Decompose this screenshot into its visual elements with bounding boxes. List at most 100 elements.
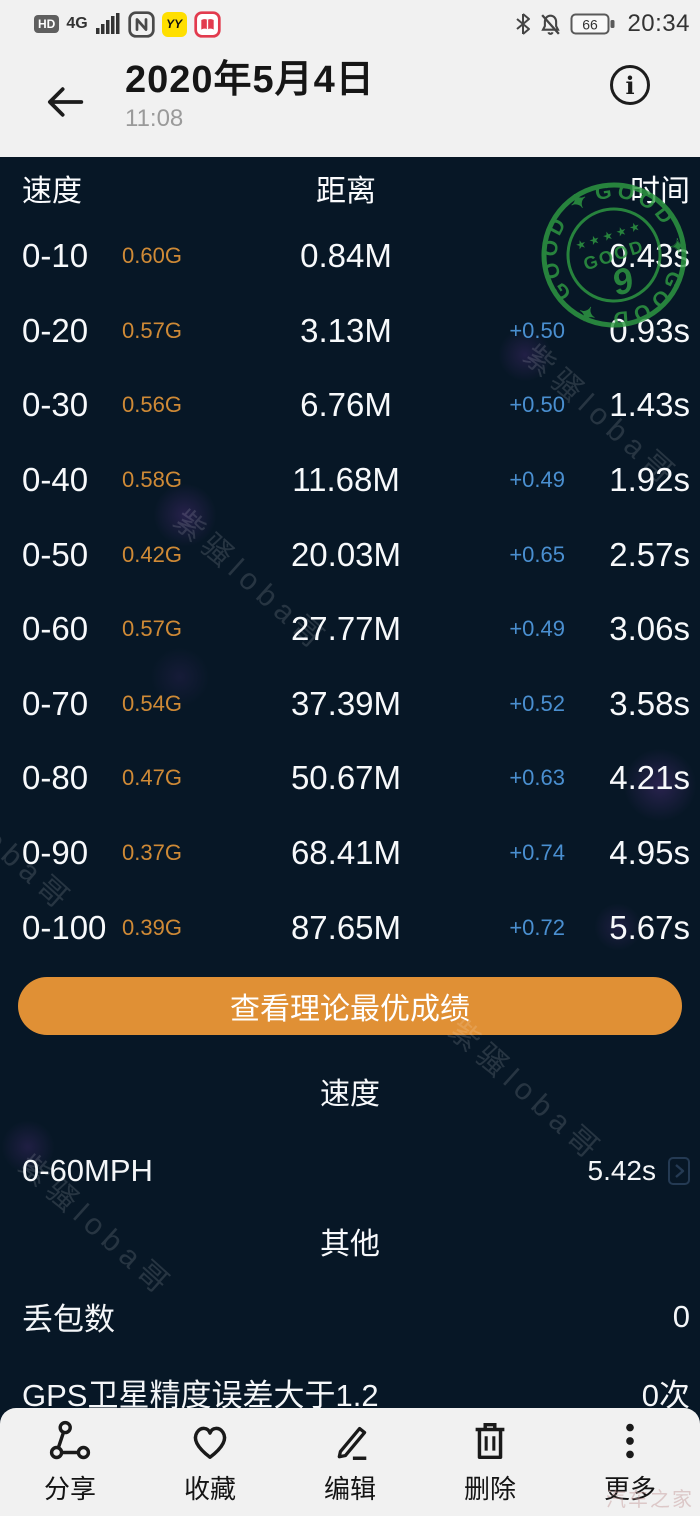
time-cell: 2.57s <box>609 535 690 573</box>
distance-cell: 50.67M <box>290 759 402 797</box>
g-force-cell: 0.39G <box>122 914 182 940</box>
g-force-cell: 0.47G <box>122 765 182 791</box>
speed-range-cell: 0-100 <box>22 908 107 946</box>
column-header-time: 时间 <box>630 175 690 208</box>
g-force-cell: 0.56G <box>122 392 182 418</box>
table-row: 0-90 0.37G 68.41M +0.74 4.95s <box>0 816 700 891</box>
speed-row-0-60mph[interactable]: 0-60MPH 5.42s <box>0 1147 700 1195</box>
distance-cell: 37.39M <box>290 684 402 722</box>
distance-cell: 0.84M <box>300 237 392 275</box>
signal-bars-icon <box>95 13 120 34</box>
g-force-cell: 0.58G <box>122 467 182 493</box>
mute-bell-icon <box>541 13 561 35</box>
time-cell: 5.67s <box>609 908 690 946</box>
table-row: 0-40 0.58G 11.68M +0.49 1.92s <box>0 443 700 518</box>
share-label: 分享 <box>43 1474 96 1504</box>
time-cell: 0.93s <box>609 311 690 349</box>
time-cell: 4.21s <box>609 759 690 797</box>
time-cell: 3.06s <box>609 610 690 648</box>
other-section-title: 其他 <box>320 1227 380 1261</box>
table-row: 0-60 0.57G 27.77M +0.49 3.06s <box>0 592 700 667</box>
results-panel: GOOD ✦ GOOD ✦ GOOD ✦ ★ ★ ★ ★ ★ GOOD 9 紫骚… <box>0 157 700 1408</box>
speed-section-title: 速度 <box>320 1077 380 1111</box>
header: 2020年5月4日 11:08 i <box>0 48 700 157</box>
delta-cell: +0.49 <box>509 467 565 493</box>
view-theoretical-best-button[interactable]: 查看理论最优成绩 <box>18 976 682 1035</box>
delete-button[interactable]: 删除 <box>420 1408 560 1516</box>
speed-range-cell: 0-90 <box>22 834 89 872</box>
yy-app-icon: YY <box>161 11 187 37</box>
trash-icon <box>475 1422 505 1460</box>
g-force-cell: 0.60G <box>122 243 182 269</box>
time-cell: 1.43s <box>609 386 690 424</box>
g-force-cell: 0.42G <box>122 541 182 567</box>
speed-range-cell: 0-80 <box>22 759 89 797</box>
speed-row-label: 0-60MPH <box>22 1152 153 1188</box>
delta-cell: +0.50 <box>509 392 565 418</box>
nfc-icon <box>128 10 155 38</box>
network-4g-label: 4G <box>66 15 88 32</box>
battery-icon: 66 <box>570 13 615 35</box>
distance-cell: 27.77M <box>290 610 402 648</box>
share-button[interactable]: 分享 <box>0 1408 140 1516</box>
table-row: 0-30 0.56G 6.76M +0.50 1.43s <box>0 368 700 443</box>
heart-icon <box>193 1426 227 1460</box>
distance-cell: 68.41M <box>290 834 402 872</box>
time-cell: 4.95s <box>609 834 690 872</box>
chevron-right-icon[interactable] <box>668 1156 690 1185</box>
delta-cell: +0.65 <box>509 541 565 567</box>
table-row: 0-100 0.39G 87.65M +0.72 5.67s <box>0 890 700 965</box>
more-button[interactable]: 更多 <box>560 1408 700 1516</box>
more-icon <box>626 1423 634 1459</box>
other-row-label: 丢包数 <box>22 1302 115 1338</box>
info-button[interactable]: i <box>610 65 650 105</box>
speed-range-cell: 0-70 <box>22 684 89 722</box>
delta-cell: +0.50 <box>509 317 565 343</box>
book-app-icon <box>194 10 221 38</box>
g-force-cell: 0.57G <box>122 317 182 343</box>
delta-cell: +0.52 <box>509 690 565 716</box>
other-section-body: 丢包数 0 GPS卫星精度误差大于1.2 0次 <box>0 1291 700 1408</box>
distance-cell: 11.68M <box>292 461 400 499</box>
page-subtitle: 11:08 <box>125 104 184 132</box>
delta-cell: +0.74 <box>509 840 565 866</box>
status-bar-right: 66 20:34 <box>515 10 690 38</box>
speed-row-value: 5.42s <box>587 1154 657 1186</box>
distance-cell: 6.76M <box>300 386 392 424</box>
speed-range-cell: 0-50 <box>22 535 89 573</box>
distance-cell: 20.03M <box>290 535 402 573</box>
edit-button[interactable]: 编辑 <box>280 1408 420 1516</box>
column-header-distance: 距离 <box>316 175 376 208</box>
speed-range-cell: 0-30 <box>22 386 89 424</box>
back-button[interactable] <box>44 81 86 123</box>
more-label: 更多 <box>603 1474 656 1504</box>
table-header-row: 速度 距离 时间 <box>0 157 700 219</box>
table-row: 0-10 0.60G 0.84M 0.43s <box>0 219 700 294</box>
table-row: 0-70 0.54G 37.39M +0.52 3.58s <box>0 667 700 742</box>
title-block: 2020年5月4日 11:08 <box>125 59 375 133</box>
hd-icon: HD <box>34 15 60 33</box>
other-row-value: 0 <box>672 1298 690 1334</box>
speed-range-cell: 0-20 <box>22 311 89 349</box>
favorite-label: 收藏 <box>183 1474 236 1504</box>
g-force-cell: 0.54G <box>122 690 182 716</box>
clock-label: 20:34 <box>627 10 690 37</box>
edit-label: 编辑 <box>323 1474 376 1504</box>
status-bar: HD 4G YY <box>0 0 700 48</box>
favorite-button[interactable]: 收藏 <box>140 1408 280 1516</box>
distance-cell: 3.13M <box>300 311 392 349</box>
delta-cell: +0.72 <box>509 914 565 940</box>
other-row-value: 0次 <box>641 1378 690 1408</box>
table-row: 0-80 0.47G 50.67M +0.63 4.21s <box>0 741 700 816</box>
delta-cell: +0.63 <box>509 765 565 791</box>
time-cell: 0.43s <box>609 237 690 275</box>
other-row: 丢包数 0 <box>0 1291 700 1343</box>
table-body: 0-10 0.60G 0.84M 0.43s 0-20 0.57G 3.13M … <box>0 219 700 965</box>
table-row: 0-50 0.42G 20.03M +0.65 2.57s <box>0 517 700 592</box>
battery-level: 66 <box>583 17 599 33</box>
table-row: 0-20 0.57G 3.13M +0.50 0.93s <box>0 294 700 369</box>
other-row-label: GPS卫星精度误差大于1.2 <box>22 1378 379 1408</box>
column-header-speed: 速度 <box>22 175 82 208</box>
bottom-toolbar: 分享 收藏 编辑 删除 <box>0 1408 700 1516</box>
